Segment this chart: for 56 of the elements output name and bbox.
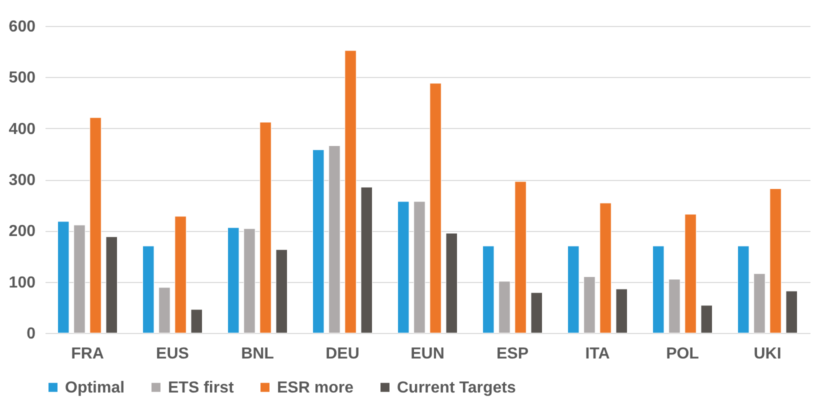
- bar: [786, 290, 798, 334]
- x-tick-label: UKI: [754, 346, 782, 362]
- bar: [430, 83, 442, 334]
- bar: [312, 150, 324, 334]
- bar: [616, 288, 628, 334]
- x-tick-label: EUN: [410, 346, 444, 362]
- y-tick-label: 200: [8, 223, 36, 240]
- bar: [600, 202, 612, 334]
- bar: [90, 117, 102, 334]
- bar: [276, 249, 288, 334]
- bar: [74, 224, 86, 334]
- bar: [652, 246, 664, 334]
- y-tick-label: 100: [8, 274, 36, 292]
- legend-label: Current Targets: [397, 379, 516, 396]
- y-tick-label: 400: [8, 120, 36, 138]
- bar: [106, 236, 118, 334]
- bar: [700, 305, 712, 334]
- legend-label: ETS first: [168, 379, 234, 396]
- bar: [684, 214, 696, 334]
- bar: [770, 188, 782, 334]
- x-tick-label: ESP: [496, 346, 529, 362]
- legend-label: Optimal: [65, 379, 125, 396]
- bar: [754, 273, 766, 334]
- x-tick-label: FRA: [71, 346, 104, 362]
- bar: [568, 246, 580, 334]
- bar: [228, 227, 240, 334]
- x-tick-label: DEU: [326, 346, 360, 362]
- bar: [482, 246, 494, 334]
- x-tick-label: POL: [666, 346, 700, 362]
- bar: [158, 287, 170, 334]
- bar: [498, 281, 510, 334]
- y-tick-label: 0: [26, 326, 36, 342]
- x-tick-label: ITA: [585, 346, 610, 362]
- bar: [244, 228, 256, 334]
- bar: [584, 276, 596, 334]
- bar: [514, 181, 526, 334]
- x-tick-label: EUS: [156, 346, 190, 362]
- bar: [190, 309, 202, 334]
- bar: [738, 246, 750, 334]
- bar: [344, 50, 356, 334]
- y-tick-label: 600: [8, 18, 36, 36]
- bar: [668, 279, 680, 334]
- bar: [414, 201, 426, 334]
- y-tick-label: 500: [8, 70, 36, 87]
- bar: [398, 201, 410, 334]
- bar: [260, 122, 272, 334]
- legend-label: ESR more: [277, 379, 354, 396]
- bar: [174, 216, 186, 334]
- y-tick-label: 300: [8, 172, 36, 189]
- bar: [58, 221, 70, 334]
- bar: [328, 145, 340, 334]
- bar: [142, 246, 154, 334]
- bar: [360, 186, 372, 334]
- bar: [446, 232, 458, 334]
- x-tick-label: BNL: [241, 346, 274, 362]
- bar: [530, 292, 542, 334]
